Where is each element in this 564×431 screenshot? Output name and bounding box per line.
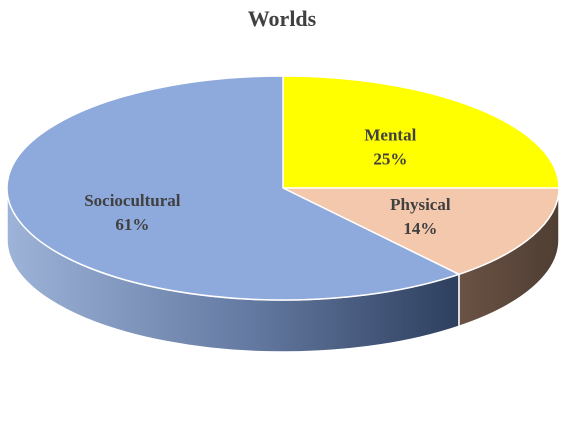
data-label-mental: Mental [364,125,416,144]
data-value-physical: 14% [403,219,437,238]
data-label-physical: Physical [390,195,451,214]
data-label-sociocultural: Sociocultural [84,191,181,210]
pie-slice-mental [282,75,560,189]
data-value-sociocultural: 61% [115,215,149,234]
data-value-mental: 25% [373,149,407,168]
chart-title: Worlds [247,6,317,31]
pie-slice-sociocultural [6,75,461,301]
pie-slice-physical [282,187,560,276]
